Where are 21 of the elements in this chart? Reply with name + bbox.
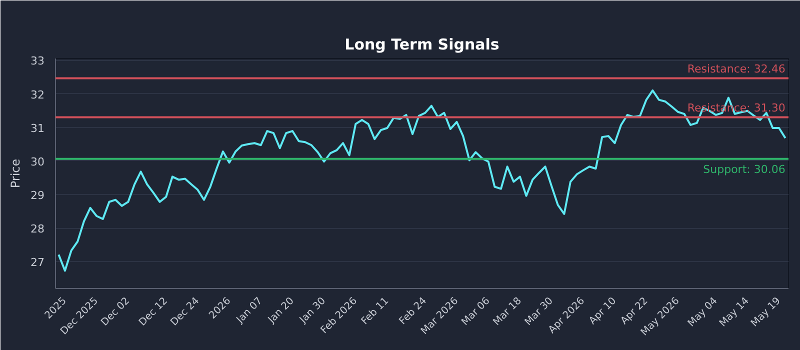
y-tick-label: 28 bbox=[30, 222, 45, 236]
x-tick-label: Apr 10 bbox=[587, 296, 619, 327]
chart-title: Long Term Signals bbox=[344, 36, 500, 54]
y-tick-label: 31 bbox=[30, 122, 45, 135]
x-tick-label: Mar 18 bbox=[491, 296, 524, 328]
x-tick-label: Dec 24 bbox=[168, 296, 202, 328]
x-tick-label: Jan 20 bbox=[266, 296, 296, 326]
x-tick-label: Feb 11 bbox=[360, 296, 392, 328]
x-tick-label: Jan 07 bbox=[234, 296, 265, 326]
ref-line-label: Support: 30.06 bbox=[703, 162, 786, 176]
y-tick-label: 29 bbox=[30, 188, 45, 202]
x-tick-label: Dec 02 bbox=[99, 296, 132, 328]
y-tick-label: 30 bbox=[30, 155, 45, 168]
ref-line-label: Resistance: 32.46 bbox=[687, 62, 786, 76]
x-tick-label: Mar 06 bbox=[460, 296, 492, 328]
y-tick-label: 27 bbox=[30, 256, 45, 270]
y-tick-label: 32 bbox=[30, 88, 45, 102]
x-tick-label: Dec 12 bbox=[137, 296, 170, 328]
line-series bbox=[58, 89, 786, 272]
y-tick-label: 33 bbox=[30, 54, 45, 68]
y-axis-title: Price bbox=[8, 158, 23, 188]
